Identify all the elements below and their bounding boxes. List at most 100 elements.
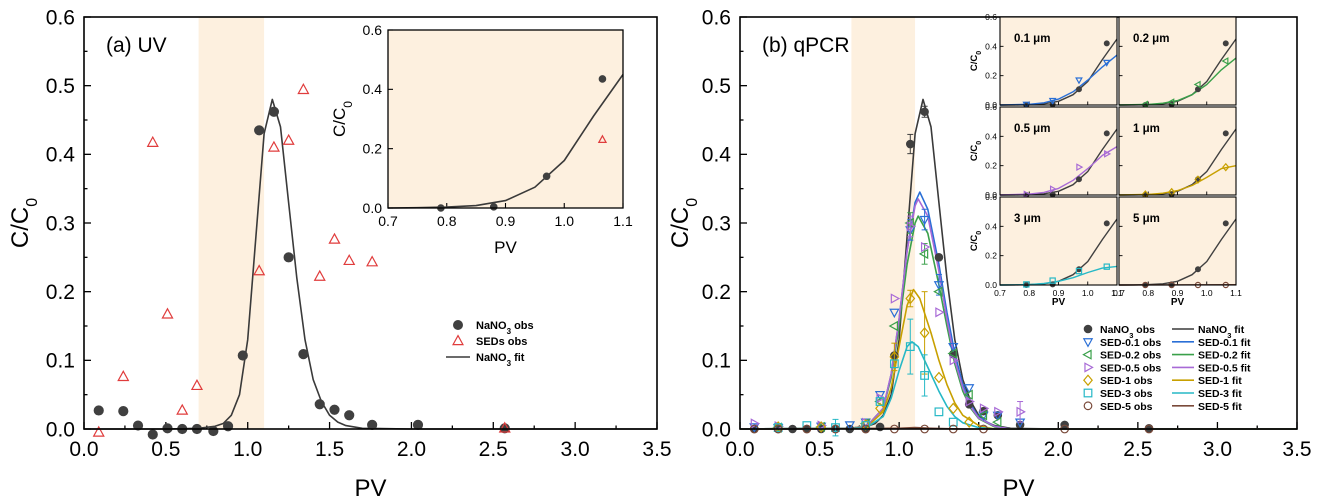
data-point (176, 403, 189, 415)
data-point (890, 293, 901, 304)
x-tick-label: 0.9 (496, 213, 516, 229)
fit-line (999, 146, 1118, 196)
y-tick-label: 0.2 (985, 161, 997, 171)
inset-label: 0.2 μm (1133, 33, 1169, 45)
inset-x-axis-label: PV (1052, 297, 1066, 308)
y-tick-label: 0.4 (985, 41, 997, 51)
y-tick-label: 0.6 (985, 12, 997, 22)
x-tick-label: 0.8 (437, 213, 457, 229)
data-point (1221, 57, 1229, 65)
data-point (597, 134, 608, 144)
data-point (875, 397, 885, 406)
data-point (979, 403, 990, 414)
data-point (1193, 80, 1201, 89)
legend-label: SED-0.1 obs (1100, 337, 1161, 349)
fit-line (1118, 165, 1237, 196)
legend-label: SED-0.2 fit (1198, 350, 1251, 362)
y-tick-label: 0.0 (363, 200, 383, 216)
data-point (875, 402, 886, 415)
x-tick-label: 1.5 (964, 438, 993, 461)
x-tick-label: 1.1 (613, 213, 633, 229)
panel-b: 0.0 0.5 1.0 1.5 2.0 2.5 3.0 3.50.00.10.20.30.40… (667, 6, 1312, 501)
data-point (598, 75, 607, 83)
data-point (344, 410, 355, 421)
data-point (1104, 150, 1112, 158)
fit-line (739, 341, 1297, 430)
inset-y-axis-label: C/C0 (969, 141, 983, 161)
data-point (282, 133, 295, 145)
data-point (1023, 281, 1030, 288)
inset-background (1119, 17, 1236, 105)
data-point (1049, 191, 1056, 198)
data-point (1076, 163, 1084, 172)
y-tick-label: 0.6 (363, 22, 383, 38)
legend-label: NaNO3 obs (1100, 324, 1155, 340)
legend-marker (452, 334, 464, 346)
panel-label: (a) UV (106, 34, 167, 57)
plot-frame (83, 16, 658, 430)
data-point (919, 326, 930, 339)
x-tick-label: 0.0 (725, 438, 754, 461)
x-tick-label: 0.0 (69, 438, 98, 461)
data-point (906, 221, 917, 232)
y-tick-label: 0.3 (702, 212, 731, 235)
x-axis-label: PV (354, 475, 386, 501)
shaded-region (198, 17, 265, 429)
y-tick-label: 0.6 (985, 102, 997, 112)
x-tick-label: 0.8 (1023, 288, 1035, 298)
data-point (161, 307, 174, 319)
data-point (844, 421, 856, 431)
plot-frame (1118, 106, 1237, 196)
fit-line (999, 265, 1118, 286)
y-tick-label: 0.0 (985, 190, 997, 200)
data-point (1222, 220, 1229, 227)
legend-label: SED-3 obs (1100, 388, 1153, 400)
plot-frame (999, 106, 1118, 196)
legend-label: SED-0.1 fit (1198, 337, 1251, 349)
x-tick-label: 1.1 (1111, 288, 1123, 298)
panel-label: (b) qPCR (762, 34, 850, 57)
data-point (919, 215, 930, 226)
y-tick-label: 0.2 (985, 251, 997, 261)
data-point (132, 420, 144, 431)
y-tick-label: 0.2 (985, 71, 997, 81)
plot-frame (1118, 196, 1237, 286)
legend-label: SED-5 fit (1198, 401, 1242, 413)
legend-label: SED-1 fit (1198, 375, 1242, 387)
data-point (1103, 130, 1110, 137)
data-point (905, 342, 915, 351)
data-point (949, 355, 960, 366)
y-tick-label: 0.2 (702, 281, 731, 304)
plot-frame (387, 29, 624, 209)
x-tick-label: 1.0 (885, 438, 914, 461)
inset-sed-0.2: 0.2 μm (1118, 16, 1237, 109)
data-point (816, 421, 827, 433)
data-point (965, 396, 975, 407)
y-tick-label: 0.3 (46, 212, 75, 235)
inset-label: 3 μm (1014, 213, 1041, 225)
data-point (267, 140, 280, 152)
x-tick-label: 1.0 (555, 213, 575, 229)
data-point (1167, 98, 1175, 106)
data-point (329, 404, 340, 415)
data-point (1016, 406, 1026, 418)
y-tick-label: 0.6 (985, 192, 997, 202)
data-point (933, 286, 943, 297)
data-point (947, 348, 957, 359)
x-tick-label: 1.0 (1201, 288, 1213, 298)
legend-label: SED-1 obs (1100, 375, 1153, 387)
legend-marker (1083, 324, 1093, 334)
inset-sed-1: 1 μm (1118, 106, 1237, 199)
legend-label: NaNO3 obs (476, 320, 534, 336)
inset-y-axis-label: C/C0 (969, 51, 983, 71)
x-tick-label: 1.0 (1082, 288, 1094, 298)
x-tick-label: 2.5 (1123, 438, 1152, 461)
data-point (933, 281, 945, 291)
data-point (1023, 190, 1031, 199)
data-point (1075, 86, 1082, 93)
data-point (888, 320, 899, 332)
data-point (313, 269, 326, 281)
inset-label: 1 μm (1133, 123, 1160, 135)
